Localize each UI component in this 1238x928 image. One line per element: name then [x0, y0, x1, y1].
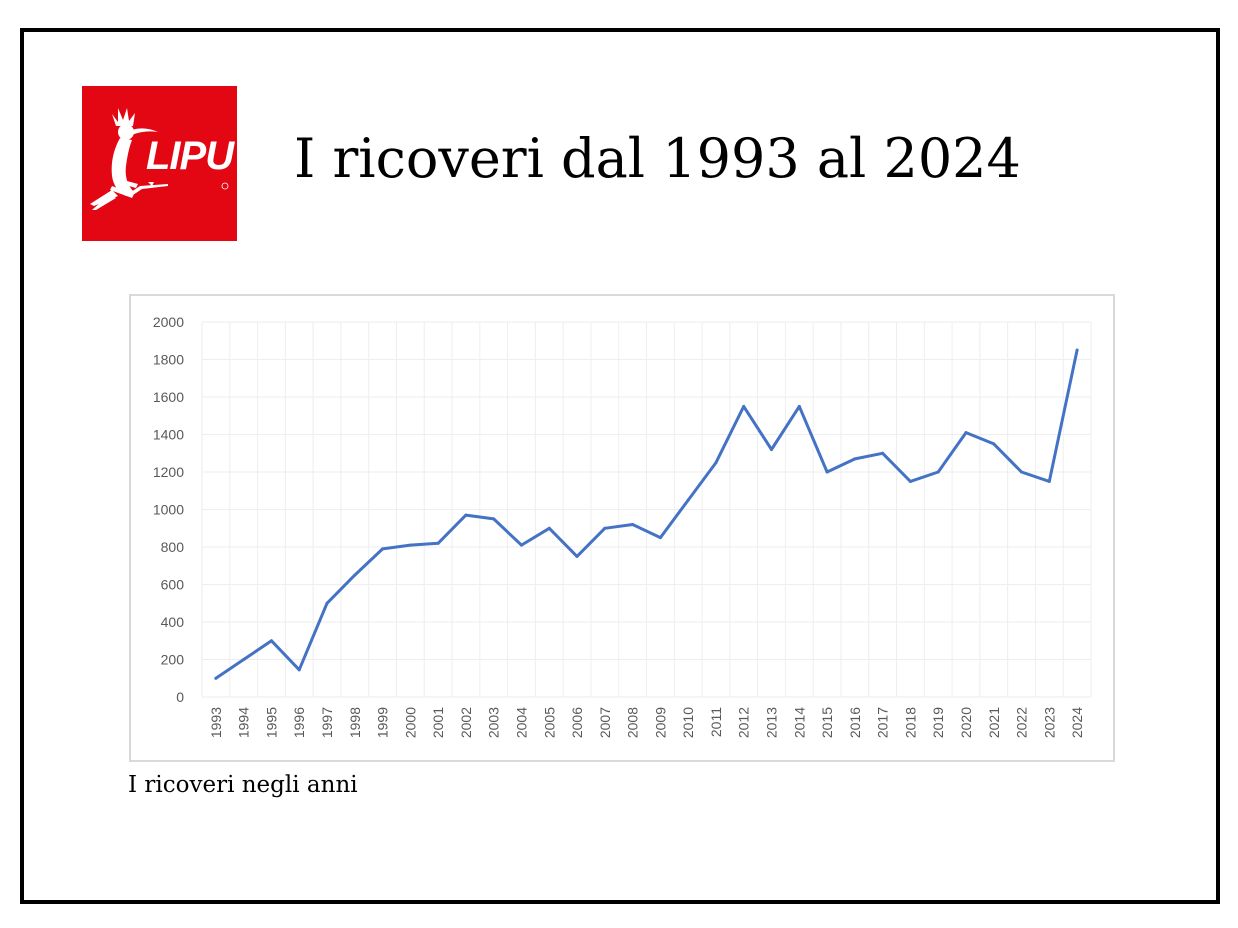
x-tick-label: 2013	[764, 707, 780, 738]
data-point	[770, 448, 774, 451]
data-point	[825, 470, 829, 474]
hoopoe-bird-icon	[90, 108, 229, 210]
y-tick-label: 800	[161, 539, 185, 555]
y-tick-label: 0	[176, 689, 184, 705]
data-point	[325, 601, 329, 605]
data-point	[908, 479, 912, 483]
line-chart: 0 200 400 600 800 1000 1200 1400 1600 1800 2000 199…	[129, 294, 1115, 762]
data-point	[1020, 470, 1024, 474]
x-tick-label: 2000	[402, 707, 418, 738]
data-point	[408, 543, 412, 547]
x-tick-label: 2009	[652, 707, 668, 738]
data-point	[436, 541, 440, 545]
x-tick-label: 2020	[958, 707, 974, 738]
data-point	[464, 513, 468, 517]
data-point	[547, 526, 551, 530]
x-tick-label: 2010	[680, 707, 696, 738]
x-tick-label: 2002	[458, 707, 474, 738]
data-point	[936, 470, 940, 474]
x-tick-label: 1997	[319, 707, 335, 738]
data-point	[631, 523, 635, 526]
x-tick-label: 2015	[819, 707, 835, 738]
data-point	[519, 543, 523, 547]
data-point	[242, 658, 246, 661]
y-tick-label: 1800	[153, 352, 184, 368]
data-point	[742, 404, 746, 408]
y-tick-label: 400	[161, 614, 185, 630]
y-tick-label: 2000	[153, 314, 184, 330]
data-point	[964, 431, 968, 435]
y-tick-label: 600	[161, 577, 185, 593]
data-point	[269, 639, 273, 643]
y-tick-label: 1000	[153, 502, 184, 518]
x-tick-label: 2022	[1014, 707, 1030, 738]
x-tick-label: 2011	[708, 707, 724, 737]
x-tick-label: 2023	[1041, 707, 1057, 738]
data-point	[881, 451, 885, 455]
x-tick-label: 1996	[291, 707, 307, 738]
data-point	[797, 404, 801, 408]
x-tick-label: 1995	[263, 707, 279, 738]
x-tick-label: 2021	[986, 707, 1002, 738]
data-point	[297, 668, 301, 672]
x-tick-label: 2006	[569, 707, 585, 738]
data-point	[1047, 479, 1051, 483]
y-tick-label: 1200	[153, 464, 184, 480]
data-point	[992, 442, 996, 446]
x-tick-label: 2001	[430, 707, 446, 738]
y-tick-label: 1600	[153, 389, 184, 405]
x-tick-label: 2008	[625, 707, 641, 738]
page-title: I ricoveri dal 1993 al 2024	[294, 127, 1021, 190]
x-tick-label: 2007	[597, 707, 613, 738]
x-tick-label: 1999	[375, 707, 391, 738]
x-tick-label: 1998	[347, 707, 363, 738]
x-tick-label: 2014	[791, 707, 807, 738]
data-point	[575, 554, 579, 558]
slide-frame: LIPU I ricoveri dal 1993 al 2024 0 200 400…	[20, 28, 1220, 904]
data-point	[714, 461, 718, 465]
x-tick-label: 2005	[541, 707, 557, 738]
data-point	[492, 517, 496, 521]
x-tick-label: 2004	[513, 707, 529, 738]
series-line	[214, 348, 1079, 680]
y-tick-label: 1400	[153, 427, 184, 443]
x-tick-label: 2012	[736, 707, 752, 738]
x-tick-label: 2017	[875, 707, 891, 738]
data-point	[381, 547, 385, 551]
data-point	[658, 536, 662, 540]
logo-text: LIPU	[146, 134, 234, 178]
x-tick-label: 1993	[208, 707, 224, 738]
x-tick-label: 2024	[1069, 707, 1085, 738]
data-point	[214, 676, 218, 680]
lipu-logo: LIPU	[82, 86, 237, 241]
data-point	[603, 526, 607, 530]
data-point	[686, 498, 690, 502]
chart-caption: I ricoveri negli anni	[128, 772, 358, 798]
x-tick-label: 1994	[236, 707, 252, 738]
x-tick-label: 2019	[930, 707, 946, 738]
x-tick-label: 2016	[847, 707, 863, 738]
chart-canvas: 0 200 400 600 800 1000 1200 1400 1600 1800 2000 199…	[153, 314, 1092, 738]
data-point	[353, 573, 357, 577]
data-point	[853, 457, 857, 461]
x-tick-label: 2018	[902, 707, 918, 738]
x-tick-label: 2003	[486, 707, 502, 738]
data-point	[1075, 348, 1079, 352]
y-tick-label: 200	[161, 652, 185, 668]
